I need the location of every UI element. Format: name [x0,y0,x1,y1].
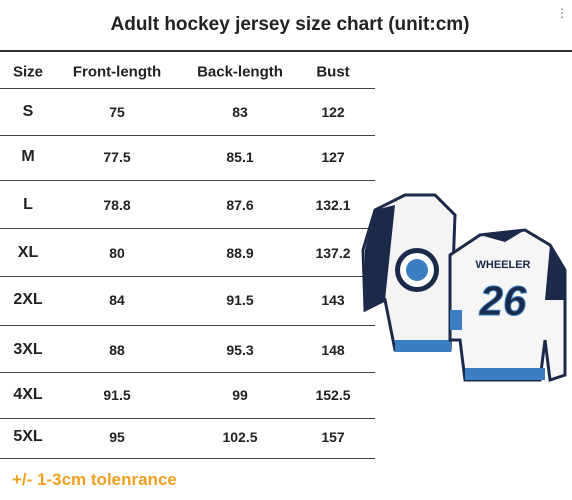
cell: 78.8 [103,197,131,213]
size-cell: 2XL [13,291,43,308]
column-header: Front-length [72,63,162,81]
row-rule [0,88,375,89]
cell: 99 [232,387,248,403]
size-cell: L [23,196,33,213]
cell: 143 [321,292,345,308]
jersey-image: WHEELER 26 [361,193,567,383]
cell: 75 [109,104,125,120]
cell: 84 [109,292,125,308]
cell: 137.2 [315,245,351,261]
cell: 87.6 [226,197,254,213]
cell: 91.5 [103,387,131,403]
cell: 95.3 [226,342,254,358]
cell: 122 [321,104,345,120]
cell: 148 [321,342,345,358]
row-rule [0,418,375,419]
row-rule [0,372,375,373]
jersey-name: WHEELER [476,259,531,271]
row-rule [0,325,375,326]
jersey-number: 26 [479,277,527,324]
column-header: Back-length [197,63,283,81]
cell: 85.1 [226,149,254,165]
cell: 83 [232,104,248,120]
row-rule [0,276,375,277]
size-cell: M [21,148,35,165]
cell: 152.5 [315,387,351,403]
size-cell: 5XL [13,428,43,445]
column-header: Size [12,63,44,81]
size-cell: S [22,103,34,120]
cell: 77.5 [103,149,131,165]
size-cell: 3XL [13,341,43,358]
cell: 91.5 [226,292,254,308]
cell: 88.9 [226,245,254,261]
size-cell: 4XL [13,386,43,403]
title-rule [0,50,572,52]
tolerance-note: +/- 1-3cm tolenrance [12,470,177,489]
cell: 132.1 [315,197,351,213]
row-rule [0,458,375,459]
row-rule [0,180,375,181]
cell: 95 [109,429,125,445]
cell: 80 [109,245,125,261]
cell: 102.5 [222,429,258,445]
menu-dots[interactable]: ⋮ [556,6,568,20]
cell: 88 [109,342,125,358]
row-rule [0,135,375,136]
column-header: Bust [316,63,350,81]
title: Adult hockey jersey size chart (unit:cm) [110,14,470,35]
row-rule [0,228,375,229]
size-cell: XL [17,244,39,261]
cell: 127 [321,149,345,165]
cell: 157 [321,429,345,445]
